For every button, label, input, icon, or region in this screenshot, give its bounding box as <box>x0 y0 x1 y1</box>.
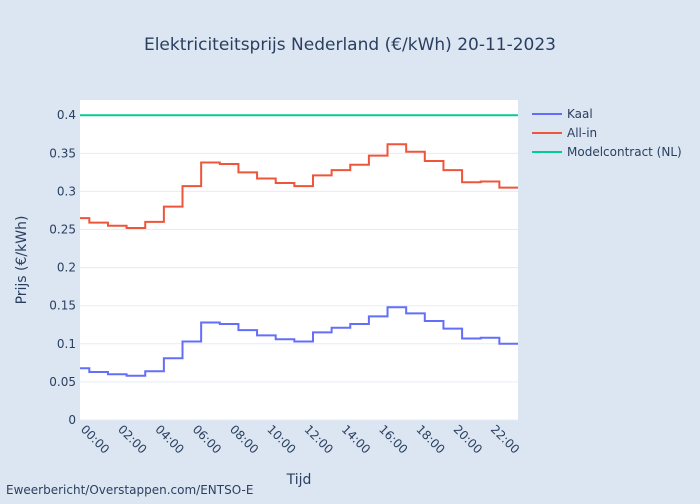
x-tick-label: 08:00 <box>227 422 261 456</box>
series-lines <box>80 114 518 377</box>
x-tick-label: 04:00 <box>152 422 186 456</box>
series-line-kaal <box>80 306 518 377</box>
legend-label: All-in <box>567 126 597 140</box>
x-tick-label: 20:00 <box>451 422 485 456</box>
y-tick-label: 0.4 <box>57 108 76 122</box>
chart-title: Elektriciteitsprijs Nederland (€/kWh) 20… <box>144 35 556 55</box>
x-tick-label: 10:00 <box>264 422 298 456</box>
y-tick-label: 0.3 <box>57 184 76 198</box>
y-tick-label: 0.05 <box>49 375 76 389</box>
y-tick-label: 0.25 <box>49 223 76 237</box>
y-tick-labels: 0 0.05 0.1 0.15 0.2 0.25 0.3 0.35 0.4 <box>49 108 76 427</box>
legend[interactable]: Kaal All-in Modelcontract (NL) <box>532 107 682 159</box>
y-tick-label: 0.15 <box>49 299 76 313</box>
y-axis-label: Prijs (€/kWh) <box>14 216 30 305</box>
x-tick-label: 18:00 <box>413 422 447 456</box>
x-tick-label: 22:00 <box>488 422 522 456</box>
x-tick-label: 02:00 <box>115 422 149 456</box>
x-tick-label: 12:00 <box>302 422 336 456</box>
source-note: Eweerbericht/Overstappen.com/ENTSO-E <box>6 483 253 497</box>
x-axis-label: Tijd <box>286 472 312 488</box>
x-tick-label: 06:00 <box>190 422 224 456</box>
y-tick-label: 0.2 <box>57 261 76 275</box>
x-tick-label: 14:00 <box>339 422 373 456</box>
y-tick-label: 0.1 <box>57 337 76 351</box>
x-tick-labels: 00:00 02:00 04:00 06:00 08:00 10:00 12:00 14:00… <box>78 422 522 456</box>
x-tick-label: 00:00 <box>78 422 112 456</box>
y-tick-label: 0 <box>68 413 76 427</box>
series-line-all-in <box>80 143 518 229</box>
x-tick-label: 16:00 <box>376 422 410 456</box>
legend-label: Kaal <box>567 107 593 121</box>
y-tick-label: 0.35 <box>49 146 76 160</box>
legend-label: Modelcontract (NL) <box>567 145 682 159</box>
